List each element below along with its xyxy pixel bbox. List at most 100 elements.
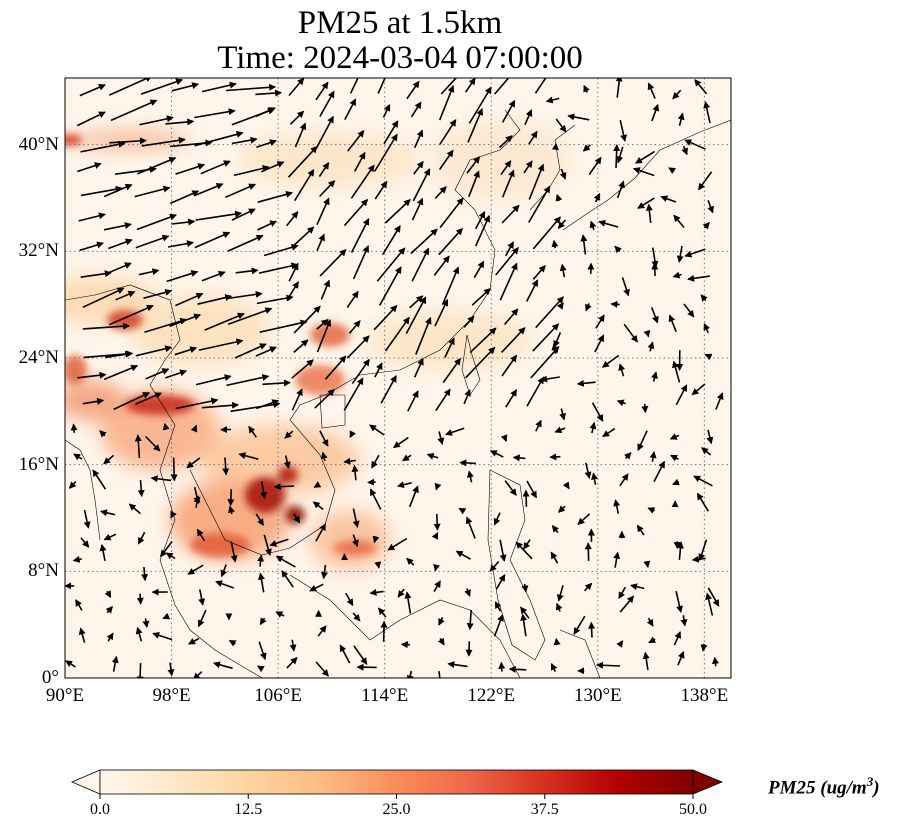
- wind-arrow: [136, 663, 144, 678]
- wind-arrow: [439, 197, 464, 229]
- wind-arrow: [602, 427, 616, 438]
- wind-arrow: [591, 472, 598, 485]
- wind-arrow: [380, 620, 388, 642]
- wind-arrow: [438, 227, 463, 256]
- wind-arrow: [534, 78, 547, 94]
- wind-arrow: [104, 590, 112, 599]
- wind-arrow: [286, 281, 299, 301]
- wind-arrow: [434, 298, 449, 327]
- wind-arrow: [319, 430, 329, 447]
- wind-arrow: [80, 140, 126, 153]
- wind-arrow: [316, 197, 330, 226]
- wind-arrow: [437, 431, 445, 445]
- wind-arrow: [77, 371, 107, 379]
- wind-arrow: [400, 641, 410, 649]
- colorbar-title-prefix: PM25 (ug/m: [768, 777, 867, 799]
- wind-arrow: [76, 111, 106, 127]
- wind-arrow: [231, 208, 256, 221]
- wind-arrow: [283, 455, 291, 469]
- wind-arrow: [226, 83, 277, 92]
- wind-arrow: [468, 170, 480, 198]
- colorbar-tick-label: 12.5: [234, 801, 263, 818]
- wind-arrow: [528, 163, 545, 200]
- wind-arrow: [170, 510, 177, 519]
- wind-arrow: [291, 359, 314, 379]
- pm25-hotspot: [333, 540, 377, 556]
- wind-arrow: [683, 303, 695, 318]
- wind-arrow: [260, 480, 268, 500]
- wind-arrow: [522, 489, 530, 507]
- wind-arrow: [463, 315, 475, 328]
- wind-arrow: [103, 454, 115, 465]
- wind-arrow: [684, 139, 706, 150]
- wind-arrow: [433, 580, 441, 593]
- wind-arrow: [193, 495, 201, 508]
- wind-arrow: [99, 430, 107, 438]
- wind-arrow: [595, 314, 605, 329]
- wind-arrow: [405, 296, 427, 334]
- wind-arrow: [80, 537, 90, 548]
- wind-arrow: [169, 190, 200, 205]
- wind-arrow: [316, 319, 332, 353]
- wind-arrow: [615, 78, 623, 98]
- wind-arrow: [220, 564, 228, 578]
- wind-arrow: [108, 238, 133, 250]
- wind-arrow: [500, 434, 508, 443]
- wind-arrow: [694, 79, 708, 95]
- wind-arrow: [559, 168, 567, 180]
- wind-arrow: [228, 505, 235, 515]
- wind-arrow: [613, 551, 621, 568]
- wind-arrow: [619, 120, 628, 142]
- pm25-haze: [65, 380, 125, 420]
- wind-arrow: [526, 376, 545, 407]
- wind-arrow: [175, 292, 204, 307]
- wind-arrow: [411, 197, 424, 221]
- wind-arrow: [167, 240, 194, 248]
- wind-arrow: [343, 457, 356, 465]
- wind-arrow: [680, 615, 688, 627]
- wind-arrow: [591, 402, 604, 422]
- wind-arrow: [580, 234, 588, 255]
- wind-arrow: [706, 429, 714, 445]
- wind-arrow: [347, 130, 365, 152]
- wind-arrow: [584, 462, 592, 479]
- wind-arrow: [115, 290, 136, 301]
- wind-arrow: [312, 501, 324, 511]
- wind-arrow: [259, 319, 308, 333]
- wind-arrow: [227, 489, 235, 507]
- wind-arrow: [371, 454, 380, 469]
- wind-arrow: [493, 614, 504, 637]
- wind-arrow: [698, 539, 708, 561]
- pm25-hotspot: [65, 355, 87, 385]
- wind-arrow: [141, 136, 186, 147]
- wind-arrow: [194, 183, 224, 197]
- wind-arrow: [467, 107, 483, 143]
- wind-arrow: [165, 118, 195, 126]
- wind-arrow: [79, 241, 104, 252]
- colorbar-tick-label: 37.5: [530, 801, 559, 818]
- wind-arrow: [103, 364, 139, 381]
- wind-arrow: [413, 357, 424, 378]
- wind-arrow: [351, 358, 370, 385]
- wind-arrow: [635, 150, 656, 164]
- wind-arrow: [255, 107, 276, 118]
- wind-arrow: [238, 452, 259, 460]
- wind-arrow: [345, 592, 354, 607]
- wind-arrow: [433, 513, 441, 531]
- wind-arrow: [525, 279, 539, 302]
- wind-arrow: [501, 327, 526, 353]
- wind-arrow: [128, 503, 141, 515]
- wind-arrow: [384, 316, 410, 352]
- wind-arrow: [707, 587, 720, 607]
- wind-arrow: [521, 583, 529, 593]
- map-frame: [64, 77, 732, 679]
- pm25-hotspot: [278, 466, 298, 484]
- wind-arrow: [559, 408, 566, 421]
- wind-arrow: [99, 543, 107, 562]
- colorbar-extend-min: [70, 769, 101, 795]
- wind-arrow: [160, 541, 173, 558]
- wind-arrow: [693, 475, 713, 487]
- wind-arrow: [503, 308, 519, 326]
- wind-arrow: [372, 535, 380, 544]
- wind-arrow: [412, 168, 431, 202]
